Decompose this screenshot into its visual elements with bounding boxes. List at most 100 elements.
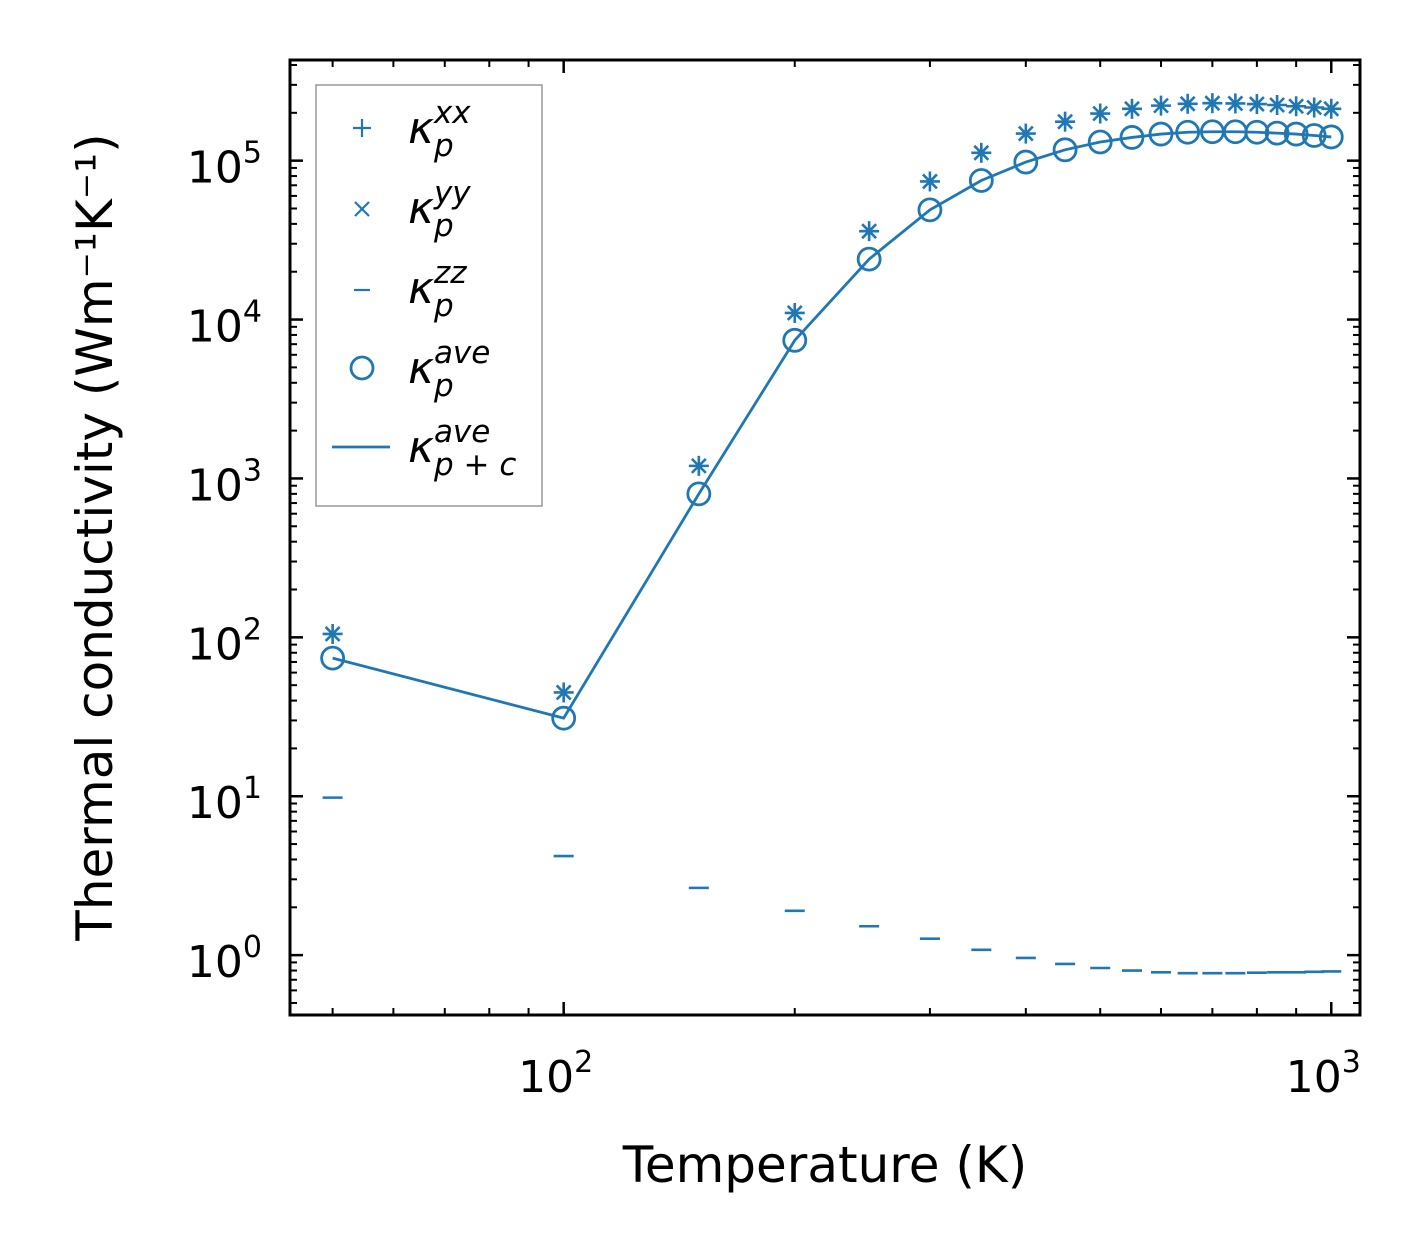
legend: κxx p κyy p κzz p κave p κave p + c [315,84,543,507]
legend-marker-x [354,201,370,217]
y-tick-label: 101 [187,771,262,829]
legend-entry-kxx: κxx p [353,95,471,164]
legend-label-kxx-base: κ [408,103,434,154]
y-tick-label-base: 10 [187,937,243,988]
data-point-kave [1087,129,1113,155]
y-tick-label-base: 10 [187,460,243,511]
y-tick-label-exp: 2 [243,612,262,647]
x-marker-b [1323,100,1340,117]
legend-label-kzz-base: κ [408,263,434,314]
x-marker-b [1179,95,1196,112]
data-point-kyy [1248,96,1265,113]
legend-label-kxx-sub: p [433,128,454,164]
data-point-kyy [1179,95,1196,112]
plot-frame [288,58,1362,1017]
x-tick-label: 102 [518,1045,593,1103]
data-point-kave [1013,149,1039,175]
data-point-kyy [690,457,707,474]
legend-label-kave-sub: p [433,368,454,404]
legend-label-kyy-sub: p [433,208,454,244]
y-tick-label-base: 10 [187,619,243,670]
y-tick-label-base: 10 [187,778,243,829]
legend-label-kzz-sup: zz [433,255,467,291]
legend-frame [315,84,543,507]
legend-label-kpc-sup: ave [434,414,490,450]
data-point-kave [686,481,712,507]
data-point-kyy [555,684,572,701]
x-marker-b [1153,97,1169,114]
legend-label-kyy-base: κ [408,183,434,234]
data-point-kyy [1227,95,1244,112]
legend-entry-kave: κave p [349,335,490,404]
y-tick-label: 105 [187,136,262,194]
x-marker-b [786,305,803,321]
legend-label-kave-sup: ave [434,335,490,371]
y-tick-label: 100 [187,930,262,988]
x-tick-label-exp: 3 [1342,1045,1361,1080]
x-marker-b [1204,95,1221,112]
y-tick-label: 104 [187,295,262,353]
x-tick-label-exp: 2 [574,1045,593,1080]
legend-label-kpc-base: κ [408,422,434,473]
legend-label-kxx-sup: xx [433,95,471,131]
data-point-kyy [786,305,803,321]
x-marker-b [1227,95,1244,112]
data-point-kave [782,327,808,353]
x-marker-b [324,626,341,642]
y-tick-label-exp: 5 [243,136,262,171]
y-tick-label: 102 [187,612,262,670]
data-point-kyy [973,144,990,161]
data-point-kyy [1017,125,1034,142]
data-point-kyy [1288,98,1305,115]
data-point-kave [856,246,882,272]
data-point-kyy [921,173,938,190]
x-marker-b [1248,96,1265,113]
x-tick-label-base: 10 [1286,1052,1342,1103]
series-line-kpc [332,130,1332,720]
x-marker-b [690,457,707,474]
x-tick-label-base: 10 [518,1052,574,1103]
x-marker-b [973,144,990,161]
data-point-kyy [1306,99,1323,116]
data-point-kyy [1269,97,1286,113]
data-point-kyy [324,626,341,642]
data-point-kyy [861,223,878,240]
y-axis-label: Thermal conductivity (Wm⁻¹K⁻¹) [66,133,124,941]
data-point-kave [968,168,994,193]
x-marker-b [1288,98,1305,115]
legend-label-kyy: κyy p [408,175,471,244]
x-marker-b [861,223,878,240]
series-layer [320,93,1344,975]
y-tick-label: 103 [187,453,262,511]
legend-entry-kyy: κyy p [354,175,471,244]
data-point-kyy [1204,95,1221,112]
legend-label-kave: κave p [408,335,490,404]
x-marker-b [921,173,938,190]
x-marker-b [1057,113,1074,130]
data-point-kyy [1057,113,1074,130]
data-point-kyy [1153,97,1169,114]
x-tick-label: 103 [1286,1045,1361,1103]
y-tick-label-exp: 4 [243,295,262,330]
legend-label-kpc: κave p + c [408,414,516,483]
legend-label-kzz-sub: p [433,288,454,324]
legend-label-kzz: κzz p [408,255,467,324]
y-tick-label-base: 10 [187,143,243,194]
data-point-kyy [1092,105,1109,122]
legend-entry-kpc: κave p + c [332,414,516,483]
data-point-kyy [1323,100,1340,117]
data-point-kave [917,197,943,223]
legend-label-kave-base: κ [408,343,434,394]
legend-entry-kzz: κzz p [354,255,467,324]
x-marker-b [1124,100,1140,117]
y-tick-label-exp: 1 [243,771,262,806]
x-marker-b [1017,125,1034,142]
legend-label-kyy-sup: yy [433,175,471,211]
x-marker-b [1092,105,1109,122]
data-point-kave [320,645,346,671]
data-point-kave [1052,137,1078,163]
x-marker-b [555,684,572,701]
y-tick-label-exp: 3 [243,453,262,488]
